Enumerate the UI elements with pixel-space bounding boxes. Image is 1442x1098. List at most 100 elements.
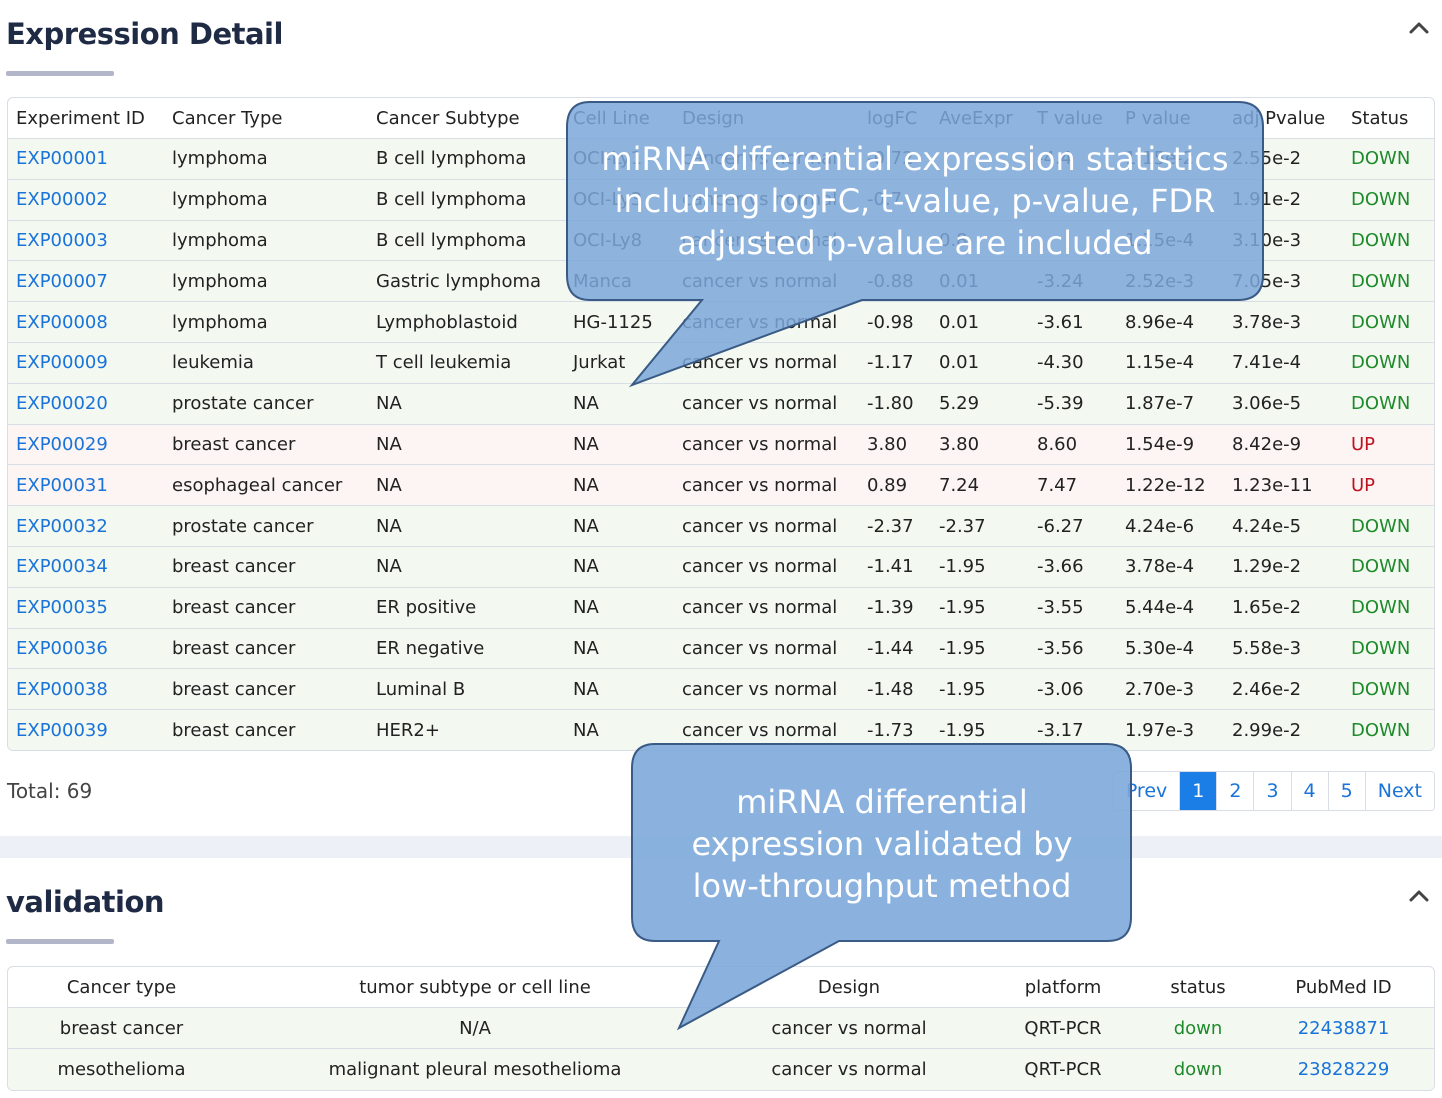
table-cell: Lymphoblastoid <box>368 301 565 343</box>
status-label: DOWN <box>1343 301 1434 343</box>
experiment-id-link[interactable]: EXP00009 <box>8 342 164 384</box>
table-cell: NA <box>368 464 565 507</box>
table-cell: 3.78e-3 <box>1224 301 1343 343</box>
table-cell: -1.73 <box>859 709 931 751</box>
table-row: EXP00035 breast cancer ER positive NA cancer… <box>8 587 1434 629</box>
experiment-id-link[interactable]: EXP00007 <box>8 260 164 303</box>
chevron-up-icon[interactable] <box>1406 883 1432 909</box>
experiment-id-link[interactable]: EXP00038 <box>8 668 164 711</box>
table-cell: esophageal cancer <box>164 464 368 507</box>
table-cell: 7.05e-3 <box>1224 260 1343 303</box>
table-cell: 2.99e-2 <box>1224 709 1343 751</box>
table-row: EXP00031 esophageal cancer NA NA cancer vs n… <box>8 464 1434 507</box>
pager-page-4[interactable]: 4 <box>1290 772 1328 810</box>
table-row: breast cancer N/A cancer vs normal QRT-PCR d… <box>8 1007 1434 1049</box>
table-cell: cancer vs normal <box>674 587 859 629</box>
table-row: EXP00029 breast cancer NA NA cancer vs norma… <box>8 424 1434 466</box>
table-cell: 8.96e-4 <box>1117 301 1224 343</box>
table-cell: 2.46e-2 <box>1224 668 1343 711</box>
column-header[interactable]: Status <box>1343 98 1434 139</box>
table-cell: Gastric lymphoma <box>368 260 565 303</box>
table-cell: -1.95 <box>931 709 1029 751</box>
table-cell <box>1029 179 1117 221</box>
table-cell: lymphoma <box>164 260 368 303</box>
pager-page-5[interactable]: 5 <box>1327 772 1365 810</box>
table-cell: 3.06e-5 <box>1224 383 1343 425</box>
column-header[interactable]: AveExpr <box>931 98 1029 139</box>
table-cell: -1.39 <box>859 587 931 629</box>
pager-page-2[interactable]: 2 <box>1216 772 1254 810</box>
column-header[interactable]: adj.Pvalue <box>1224 98 1343 139</box>
column-header[interactable]: Design <box>674 98 859 139</box>
table-cell: 5.58e-3 <box>1224 628 1343 670</box>
experiment-id-link[interactable]: EXP00002 <box>8 179 164 221</box>
pager-page-1[interactable]: 1 <box>1179 772 1217 810</box>
table-cell: lymphoma <box>164 179 368 221</box>
table-row: EXP00034 breast cancer NA NA cancer vs norma… <box>8 546 1434 588</box>
table-cell: cancer vs normal <box>674 260 859 303</box>
table-cell: OCI-Ly3 <box>565 179 674 221</box>
experiment-id-link[interactable]: EXP00036 <box>8 628 164 670</box>
table-cell: prostate cancer <box>164 505 368 547</box>
pubmed-link[interactable]: 22438871 <box>1253 1007 1434 1049</box>
column-header[interactable]: Cell Line <box>565 98 674 139</box>
experiment-id-link[interactable]: EXP00031 <box>8 464 164 507</box>
table-cell: leukemia <box>164 342 368 384</box>
table-cell: lymphoma <box>164 301 368 343</box>
status-label: UP <box>1343 424 1434 466</box>
title-underline <box>6 71 114 76</box>
column-header[interactable]: Experiment ID <box>8 98 164 139</box>
experiment-id-link[interactable]: EXP00020 <box>8 383 164 425</box>
table-row: EXP00009 leukemia T cell leukemia Jurkat can… <box>8 342 1434 384</box>
table-cell: cancer vs normal <box>674 342 859 384</box>
column-header[interactable]: T value <box>1029 98 1117 139</box>
column-header: Design <box>715 967 983 1008</box>
table-cell: B cell lymphoma <box>368 220 565 262</box>
experiment-id-link[interactable]: EXP00001 <box>8 138 164 180</box>
table-cell: 1.54e-9 <box>1117 424 1224 466</box>
table-cell: 1.22e-12 <box>1117 464 1224 507</box>
table-cell: -3.61 <box>1029 301 1117 343</box>
table-cell: breast cancer <box>164 709 368 751</box>
column-header[interactable]: logFC <box>859 98 931 139</box>
experiment-id-link[interactable]: EXP00035 <box>8 587 164 629</box>
table-cell: NA <box>565 668 674 711</box>
table-cell: T cell leukemia <box>368 342 565 384</box>
column-header[interactable]: Cancer Type <box>164 98 368 139</box>
pager-prev-button[interactable]: Prev <box>1113 772 1180 810</box>
table-cell: OCI-Ly8 <box>565 220 674 262</box>
column-header: status <box>1143 967 1253 1008</box>
pager-page-3[interactable]: 3 <box>1253 772 1291 810</box>
table-row: mesothelioma malignant pleural mesothelio… <box>8 1048 1434 1090</box>
table-header-row: Cancer type tumor subtype or cell line Des… <box>8 967 1434 1008</box>
table-cell: -3.24 <box>1029 260 1117 303</box>
pager-next-button[interactable]: Next <box>1364 772 1434 810</box>
table-row: EXP00036 breast cancer ER negative NA cancer… <box>8 628 1434 670</box>
pubmed-link[interactable]: 23828229 <box>1253 1048 1434 1090</box>
table-cell: -1.95 <box>931 546 1029 588</box>
table-row: EXP00032 prostate cancer NA NA cancer vs nor… <box>8 505 1434 547</box>
experiment-id-link[interactable]: EXP00008 <box>8 301 164 343</box>
table-row: EXP00020 prostate cancer NA NA cancer vs nor… <box>8 383 1434 425</box>
table-cell: NA <box>565 464 674 507</box>
column-header[interactable]: P value <box>1117 98 1224 139</box>
table-cell: 0.01 <box>931 260 1029 303</box>
experiment-id-link[interactable]: EXP00003 <box>8 220 164 262</box>
validation-table-container: Cancer type tumor subtype or cell line Des… <box>7 966 1435 1091</box>
column-header[interactable]: Cancer Subtype <box>368 98 565 139</box>
table-cell: 1.23e-11 <box>1224 464 1343 507</box>
table-cell: -1.95 <box>931 587 1029 629</box>
title-underline <box>6 939 114 944</box>
experiment-id-link[interactable]: EXP00034 <box>8 546 164 588</box>
table-cell: 5.30e-4 <box>1117 628 1224 670</box>
column-header: tumor subtype or cell line <box>235 967 715 1008</box>
experiment-id-link[interactable]: EXP00039 <box>8 709 164 751</box>
table-cell: 0.01 <box>931 342 1029 384</box>
chevron-up-icon[interactable] <box>1406 15 1432 41</box>
status-label: DOWN <box>1343 709 1434 751</box>
table-cell <box>1029 220 1117 262</box>
experiment-id-link[interactable]: EXP00029 <box>8 424 164 466</box>
experiment-id-link[interactable]: EXP00032 <box>8 505 164 547</box>
table-cell: malignant pleural mesothelioma <box>235 1048 715 1090</box>
table-cell: cancer vs normal <box>674 505 859 547</box>
